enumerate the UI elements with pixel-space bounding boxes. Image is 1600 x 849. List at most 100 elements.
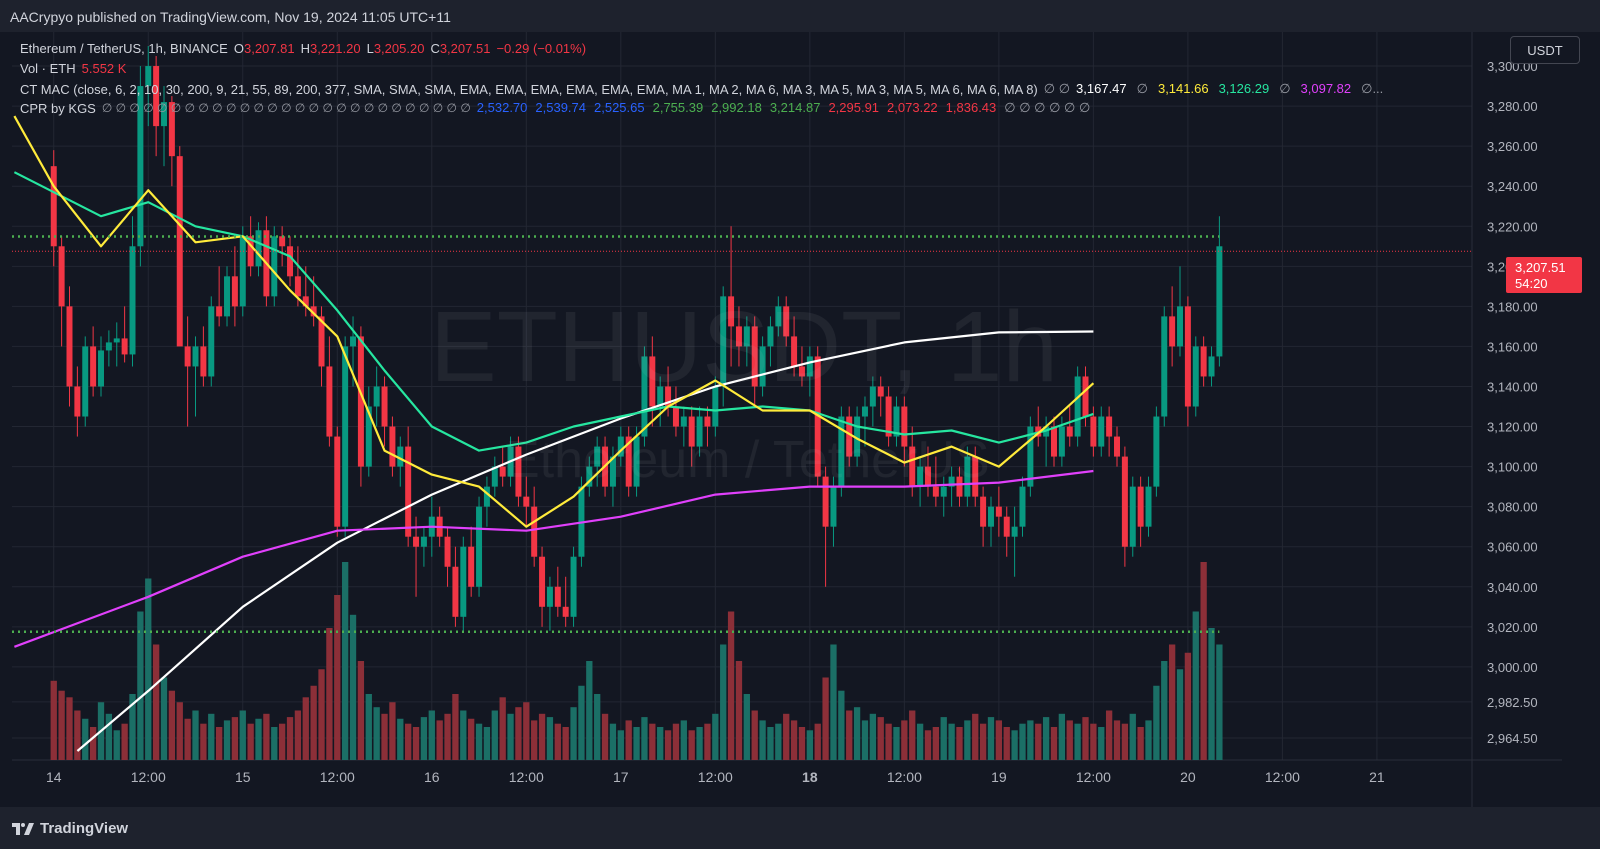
x-tick-label: 21 [1369,769,1385,785]
volume-bar [1105,710,1113,760]
volume-bar [160,677,168,760]
volume-bar [751,710,758,760]
volume-bar [294,710,302,760]
volume-bar [775,723,782,760]
ctmac-name[interactable]: CT MAC (close, 6, 2, 10, 30, 200, 9, 21,… [20,81,1038,97]
ctmac-values: 3,167.47 ∅ 3,141.66 3,126.29 ∅ 3,097.82 ∅... [1076,81,1383,97]
volume-bar [499,697,506,760]
volume-bar [601,713,609,760]
volume-bar [932,727,940,760]
candle-body [50,166,57,247]
candle-body [365,406,372,467]
volume-bar [790,720,798,760]
candle-body [940,486,947,497]
candle-body [342,346,349,527]
volume-bar [696,727,703,760]
volume-bar [1090,723,1097,760]
ctmac-legend[interactable]: CT MAC (close, 6, 2, 10, 30, 200, 9, 21,… [20,81,1383,97]
candle-body [420,536,427,547]
y-tick-label: 3,280.00 [1487,99,1538,114]
volume-bar [712,713,719,760]
candle-body [1011,526,1018,537]
volume-bar [168,690,176,760]
candle-body [964,456,971,497]
volume-bar [310,685,317,760]
volume-bar [806,730,813,760]
symbol-legend[interactable]: Ethereum / TetherUS, 1h, BINANCE O3,207.… [20,41,586,56]
volume-name[interactable]: Vol · ETH [20,61,76,76]
candle-body [168,102,175,157]
price-chart[interactable]: 3,300.003,280.003,260.003,240.003,220.00… [12,32,1562,807]
candle-body [586,466,593,487]
volume-bar [412,727,420,760]
cpr-legend[interactable]: CPR by KGS ∅ ∅ ∅ ∅ ∅ ∅ ∅ ∅ ∅ ∅ ∅ ∅ ∅ ∅ ∅… [20,100,1090,116]
volume-bar [916,723,924,760]
candle-body [1145,486,1152,527]
y-tick-label: 3,000.00 [1487,660,1538,675]
volume-bar [1058,713,1066,760]
volume-bar [468,718,475,760]
ctmac-value: ∅ [1136,81,1148,96]
volume-bar [1216,644,1223,760]
volume-bar [948,723,955,760]
candle-body [231,276,238,307]
volume-bar [145,578,152,760]
chart-pane[interactable]: 3,300.00 3,280.00 3,260.00 3,240.00 3,220.00… [12,32,1562,807]
candle-body [909,446,916,487]
candle-body [468,546,475,587]
x-tick-label: 12:00 [887,769,922,785]
candle-body [814,356,821,477]
volume-bar [869,713,876,760]
volume-bar [200,723,207,760]
volume-bar [491,710,498,760]
tradingview-logo-icon [12,822,34,835]
candle-body [759,346,766,387]
candle-body [956,476,963,497]
ohlc-high-label: H [300,41,310,56]
candle-body [822,476,829,527]
symbol-name[interactable]: Ethereum / TetherUS, 1h, BINANCE [20,41,228,56]
volume-bar [247,723,254,760]
x-tick-label: 12:00 [1076,769,1111,785]
volume-bar [50,680,57,760]
volume-bar [405,723,412,760]
volume-bar [546,717,554,760]
volume-bar [924,730,932,760]
candle-body [224,276,231,317]
candle-body [1027,426,1034,487]
candle-body [877,386,884,397]
candle-body [499,466,506,477]
volume-bar [727,611,735,760]
candle-body [924,466,931,487]
volume-bar [570,707,577,760]
candle-body [452,566,459,617]
y-tick-label: 2,982.50 [1487,695,1538,710]
candle-body [98,350,104,387]
candle-body [294,276,301,297]
y-tick-label: 3,060.00 [1487,540,1538,555]
volume-legend[interactable]: Vol · ETH 5.552 K [20,61,126,76]
currency-button[interactable]: USDT [1510,36,1580,64]
volume-bar [1192,611,1199,760]
ohlc-open: 3,207.81 [243,41,295,56]
candle-body [1082,376,1089,417]
volume-bar [1145,720,1152,760]
ctmac-value: 3,167.47 [1076,81,1127,96]
candle-body [137,86,144,247]
ohlc-close: 3,207.51 [439,41,491,56]
candle-body [995,506,1002,517]
volume-bar [428,710,435,760]
volume-bar [444,713,451,760]
ctmac-value: ∅ [1279,81,1291,96]
candle-body [1106,416,1113,437]
volume-value: 5.552 K [81,61,127,76]
volume-bar [1098,727,1105,760]
tradingview-logo[interactable]: TradingView [12,820,128,837]
volume-bar [956,727,963,760]
candle-body [200,346,207,377]
candle-body [609,456,616,487]
candle-body [917,466,924,487]
x-tick-label: 19 [991,769,1007,785]
volume-bar [1184,652,1192,760]
cpr-name[interactable]: CPR by KGS [20,100,96,116]
